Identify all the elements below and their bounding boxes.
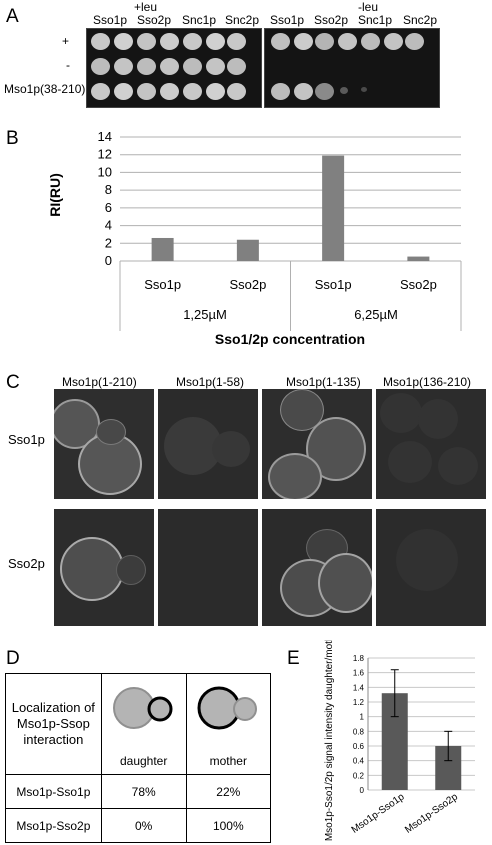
chart-b-ytick: 14 bbox=[98, 129, 112, 144]
localization-table: Localization of Mso1p-Ssop interaction d… bbox=[5, 673, 272, 843]
chart-e-ytick: 0.8 bbox=[353, 727, 365, 736]
panel-c-letter: C bbox=[6, 372, 20, 393]
plate2-col-snc1p: Snc1p bbox=[358, 13, 393, 27]
minus-leu-label: -leu bbox=[358, 0, 379, 14]
daughter-value: 0% bbox=[100, 808, 187, 843]
micro-sso1p-1-58 bbox=[158, 389, 258, 499]
chart-b-category: Sso1p bbox=[144, 277, 181, 292]
plate1-col-snc2p: Snc2p bbox=[225, 13, 260, 27]
chart-e-ytick: 0.4 bbox=[353, 757, 365, 766]
row-label: Mso1p-Sso2p bbox=[5, 808, 102, 843]
micro-sso2p-1-58 bbox=[158, 509, 258, 626]
chart-e-category: Mso1p-Sso1p bbox=[350, 791, 407, 836]
chart-b-category: Sso1p bbox=[315, 277, 352, 292]
micro-row-sso1p: Sso1p bbox=[8, 432, 45, 447]
chart-b-ytick: 8 bbox=[105, 182, 112, 197]
chart-e-ytick: 1.4 bbox=[353, 683, 365, 692]
chart-e-ytick: 0.6 bbox=[353, 742, 365, 751]
chart-e-ytick: 1.8 bbox=[353, 654, 365, 663]
chart-b-xlabel: Sso1/2p concentration bbox=[215, 331, 365, 347]
mother-cell-diagram bbox=[197, 686, 257, 730]
plate2-col-snc2p: Snc2p bbox=[403, 13, 438, 27]
plus-leu-label: +leu bbox=[134, 0, 158, 14]
micro-row-sso2p: Sso2p bbox=[8, 556, 45, 571]
row-plus-label: + bbox=[62, 34, 70, 48]
panel-e-letter: E bbox=[287, 648, 300, 669]
chart-e-ytick: 1.6 bbox=[353, 669, 365, 678]
micro-sso1p-1-135 bbox=[262, 389, 372, 499]
micro-sso1p-136-210 bbox=[376, 389, 486, 499]
plate2-col-sso2p: Sso2p bbox=[314, 13, 349, 27]
micro-sso2p-1-210 bbox=[54, 509, 154, 626]
chart-b-group-1: 1,25µM bbox=[183, 307, 227, 322]
panel-a-letter: A bbox=[6, 6, 19, 27]
chart-e: 00.20.40.60.811.21.41.61.8Mso1p-Sso1pMso… bbox=[324, 640, 475, 841]
chart-b-ytick: 0 bbox=[105, 253, 112, 268]
chart-b-bar bbox=[407, 256, 430, 261]
plate-minus-leu bbox=[264, 28, 440, 108]
chart-e-ylabel: Mso1p-Sso1/2p signal intensity daughter/… bbox=[324, 640, 335, 841]
micro-col-1-210: Mso1p(1-210) bbox=[62, 375, 137, 389]
chart-b-ytick: 12 bbox=[98, 147, 112, 162]
chart-b-bar bbox=[151, 237, 174, 261]
chart-b: 0 2 4 6 8 10 12 14 Sso1p Sso2p Sso1p Sso2p RI(RU) 1… bbox=[47, 129, 462, 347]
chart-b-ytick: 2 bbox=[105, 235, 112, 250]
table-row: Mso1p-Sso2p 0% 100% bbox=[5, 808, 272, 843]
chart-b-bar bbox=[322, 155, 345, 261]
micro-sso2p-136-210 bbox=[376, 509, 486, 626]
chart-b-category: Sso2p bbox=[400, 277, 437, 292]
panel-b-letter: B bbox=[6, 128, 19, 149]
chart-e-ytick: 0 bbox=[360, 786, 365, 795]
chart-e-ytick: 1.2 bbox=[353, 698, 365, 707]
plate-plus-leu bbox=[86, 28, 262, 108]
chart-e-category: Mso1p-Sso2p bbox=[403, 791, 460, 836]
daughter-header-cell: daughter bbox=[100, 673, 187, 775]
mother-value: 100% bbox=[185, 808, 272, 843]
chart-b-ytick: 4 bbox=[105, 218, 112, 233]
daughter-cell-diagram bbox=[112, 687, 173, 729]
chart-e-ytick: 1 bbox=[360, 713, 365, 722]
plate2-col-sso1p: Sso1p bbox=[270, 13, 305, 27]
micro-sso1p-1-210 bbox=[54, 389, 154, 499]
chart-b-ytick: 10 bbox=[98, 164, 112, 179]
plate1-col-snc1p: Snc1p bbox=[182, 13, 217, 27]
panel-d-letter: D bbox=[6, 648, 20, 669]
chart-b-group-2: 6,25µM bbox=[354, 307, 398, 322]
micro-sso2p-1-135 bbox=[262, 509, 372, 626]
table-header-cell: Localization of Mso1p-Ssop interaction bbox=[5, 673, 102, 775]
table-row: Mso1p-Sso1p 78% 22% bbox=[5, 774, 272, 809]
chart-e-ytick: 0.2 bbox=[353, 771, 365, 780]
chart-b-ytick: 6 bbox=[105, 200, 112, 215]
micro-col-136-210: Mso1p(136-210) bbox=[383, 375, 472, 389]
plate1-col-sso1p: Sso1p bbox=[93, 13, 128, 27]
row-minus-label: - bbox=[66, 58, 70, 72]
mother-col-label: mother bbox=[209, 754, 247, 768]
row-label: Mso1p-Sso1p bbox=[5, 774, 102, 809]
chart-b-category: Sso2p bbox=[229, 277, 266, 292]
chart-b-ylabel: RI(RU) bbox=[47, 173, 63, 217]
mother-header-cell: mother bbox=[185, 673, 272, 775]
daughter-value: 78% bbox=[100, 774, 187, 809]
daughter-col-label: daughter bbox=[119, 754, 168, 768]
micro-col-1-58: Mso1p(1-58) bbox=[176, 375, 245, 389]
micro-col-1-135: Mso1p(1-135) bbox=[286, 375, 361, 389]
row-mso1p-label: Mso1p(38-210) bbox=[4, 82, 86, 96]
chart-b-bar bbox=[236, 239, 259, 261]
mother-value: 22% bbox=[185, 774, 272, 809]
plate1-col-sso2p: Sso2p bbox=[137, 13, 172, 27]
